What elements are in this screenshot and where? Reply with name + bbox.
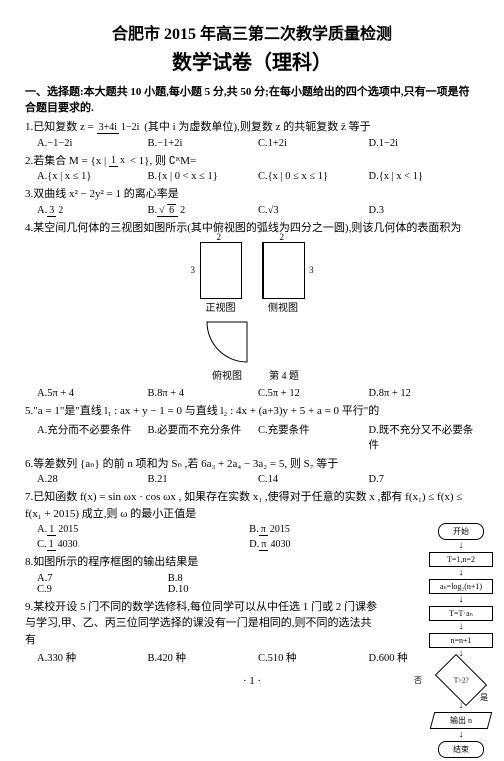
fc-start: 开始 (438, 523, 484, 540)
side-view-box: 2 3 侧视图 (262, 242, 305, 314)
q1-stem-b: (其中 i 为虚数单位),则复数 z 的共轭复数 z̄ 等于 (144, 121, 370, 133)
q2-opt-c: C.{x | 0 ≤ x ≤ 1} (258, 171, 369, 182)
q1-stem-a: 1.已知复数 (25, 121, 77, 133)
q4-opt-c: C.5π + 12 (258, 388, 369, 399)
question-3: 3.双曲线 x² − 2y² = 1 的离心率是 (25, 186, 479, 203)
question-6: 6.等差数列 {aₙ} 的前 n 项和为 Sₙ ,若 6a₃ + 2a₄ − 3… (25, 456, 479, 473)
q8-opt-a: A.7 (37, 573, 168, 584)
fc-assign: aₙ=log₂(n+1) (429, 579, 493, 594)
fc-init: T=1,n=2 (429, 552, 493, 567)
fc-end: 结束 (438, 741, 484, 758)
q8-opt-d: D.10 (168, 584, 299, 595)
flowchart: 开始 ↓ T=1,n=2 ↓ aₙ=log₂(n+1) ↓ T=T·aₙ ↓ n… (426, 520, 496, 761)
section-1-header: 一、选择题:本大题共 10 小题,每小题 5 分,共 50 分;在每小题给出的四… (25, 83, 479, 115)
question-9: 9.某校开设 5 门不同的数学选修科,每位同学可以从中任选 1 门或 2 门课参… (25, 599, 379, 649)
q3-opt-b: B.62 (148, 205, 259, 216)
q8-opt-b: B.8 (168, 573, 299, 584)
q1-opt-b: B.−1+2i (148, 138, 259, 149)
exam-subtitle: 数学试卷（理科） (25, 46, 479, 75)
q9-opt-c: C.510 种 (258, 650, 369, 665)
q5-options: A.充分而不必要条件 B.必要而不充分条件 C.充要条件 D.既不充分又不必要条… (37, 422, 479, 452)
q7-opt-a: A.12015 (37, 524, 249, 535)
q6-opt-d: D.7 (369, 474, 480, 485)
q1-fraction: 3+4i1−2i (97, 122, 142, 133)
q5-opt-a: A.充分而不必要条件 (37, 422, 148, 452)
q5-opt-d: D.既不充分又不必要条件 (369, 422, 480, 452)
top-view-svg (205, 320, 249, 364)
fc-yes: 是 (480, 692, 488, 703)
q4-opt-d: D.8π + 12 (369, 388, 480, 399)
q4-options: A.5π + 4 B.8π + 4 C.5π + 12 D.8π + 12 (37, 388, 479, 399)
q1-opt-c: C.1+2i (258, 138, 369, 149)
q2-opt-a: A.{x | x ≤ 1} (37, 171, 148, 182)
question-8: 8.如图所示的程序框图的输出结果是 (25, 554, 479, 571)
q1-options: A.−1−2i B.−1+2i C.1+2i D.1−2i (37, 138, 479, 149)
q4-caption: 第 4 题 (269, 367, 299, 382)
q6-opt-b: B.21 (148, 474, 259, 485)
q5-opt-c: C.充要条件 (258, 422, 369, 452)
question-5: 5."a = 1"是"直线 l₁ : ax + y − 1 = 0 与直线 l₂… (25, 403, 479, 420)
side-view-label: 侧视图 (262, 299, 305, 314)
q1-zeq: z = (80, 121, 94, 133)
q2-opt-b: B.{x | 0 < x ≤ 1} (148, 171, 259, 182)
q6-opt-a: A.28 (37, 474, 148, 485)
question-1: 1.已知复数 z = 3+4i1−2i (其中 i 为虚数单位),则复数 z 的… (25, 119, 479, 136)
q2-stem-a: 2.若集合 M = {x | (25, 155, 106, 167)
q4-top-view: 俯视图 第 4 题 (25, 320, 479, 382)
q3-opt-c: C.√3 (258, 205, 369, 216)
question-2: 2.若集合 M = {x | 1x < 1}, 则 ∁ᴿM= (25, 153, 479, 170)
q9-opt-b: B.420 种 (148, 650, 259, 665)
q6-options: A.28 B.21 C.14 D.7 (37, 474, 479, 485)
fc-mult: T=T·aₙ (429, 606, 493, 621)
q2-opt-d: D.{x | x < 1} (369, 171, 480, 182)
q9-options: A.330 种 B.420 种 C.510 种 D.600 种 (37, 650, 479, 665)
q2-stem-b: < 1}, 则 ∁ᴿM= (130, 155, 196, 167)
fc-incr: n=n+1 (429, 633, 493, 648)
q7-opt-c: C.14030 (37, 539, 249, 550)
q8-opt-c: C.9 (37, 584, 168, 595)
question-7: 7.已知函数 f(x) = sin ωx · cos ωx , 如果存在实数 x… (25, 489, 479, 522)
q3-opt-d: D.3 (369, 205, 480, 216)
q3-opt-a: A.32 (37, 205, 148, 216)
q2-fraction: 1x (109, 155, 127, 166)
q4-opt-a: A.5π + 4 (37, 388, 148, 399)
q4-figures: 2 3 正视图 2 3 侧视图 (25, 242, 479, 314)
q1-opt-d: D.1−2i (369, 138, 480, 149)
page-number: · 1 · (25, 675, 479, 687)
q7-options: A.12015 B.π2015 C.14030 D.π4030 (37, 524, 479, 550)
fc-no: 否 (414, 675, 422, 686)
front-view-box: 2 3 正视图 (200, 242, 242, 314)
q5-opt-b: B.必要而不充分条件 (148, 422, 259, 452)
fc-out: 输出 n (430, 712, 493, 729)
q9-opt-a: A.330 种 (37, 650, 148, 665)
q8-options: A.7 B.8 C.9 D.10 (37, 573, 309, 595)
q2-options: A.{x | x ≤ 1} B.{x | 0 < x ≤ 1} C.{x | 0… (37, 171, 479, 182)
q1-opt-a: A.−1−2i (37, 138, 148, 149)
exam-title: 合肥市 2015 年高三第二次教学质量检测 (25, 20, 479, 44)
q3-options: A.32 B.62 C.√3 D.3 (37, 205, 479, 216)
q6-opt-c: C.14 (258, 474, 369, 485)
top-view-label: 俯视图 (205, 367, 249, 382)
front-view-label: 正视图 (200, 299, 242, 314)
q4-opt-b: B.8π + 4 (148, 388, 259, 399)
question-4: 4.某空间几何体的三视图如图所示(其中俯视图的弧线为四分之一圆),则该几何体的表… (25, 220, 479, 237)
